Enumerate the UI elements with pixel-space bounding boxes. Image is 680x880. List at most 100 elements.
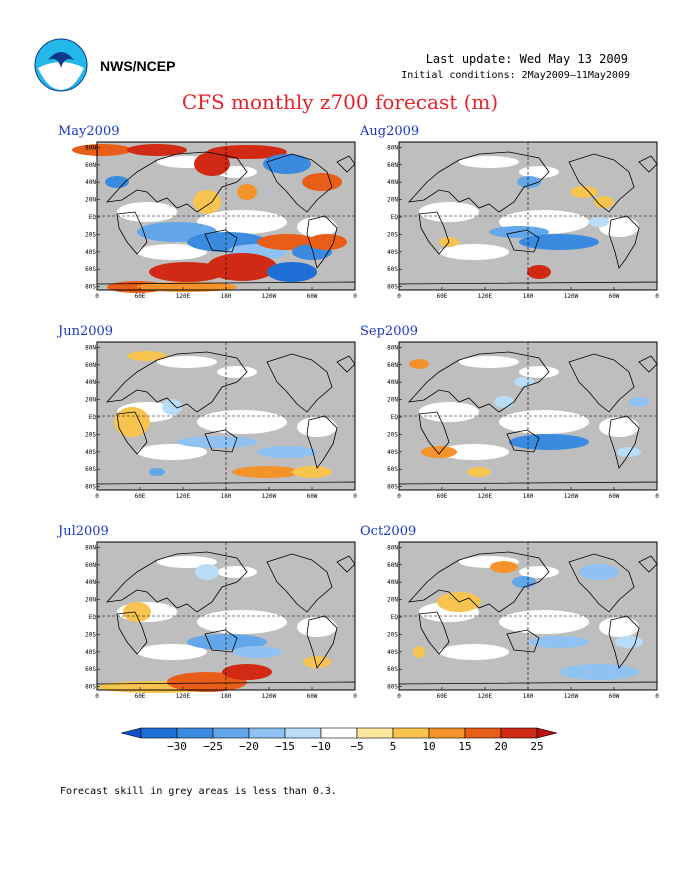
lat-tick-label: 80S [387,284,398,291]
anomaly-region [409,359,429,369]
colorbar-swatch [464,727,502,739]
colorbar-tick-label: 15 [458,740,471,753]
colorbar-tick-label: −5 [350,740,363,753]
coastline [418,211,450,255]
anomaly-region [149,262,225,282]
page-title: CFS monthly z700 forecast (m) [181,90,499,114]
anomaly-region [232,466,302,478]
colorbar-tick-label: 20 [494,740,507,753]
anomaly-region [514,377,534,387]
lat-tick-label: 80S [85,684,96,691]
lat-tick-label: 20S [387,431,398,438]
lon-tick-label: 60E [437,693,448,700]
panel-label: May2009 [58,124,120,139]
anomaly-region [127,351,167,361]
anomaly-region [127,144,187,156]
colorbar-tick-label: −15 [275,740,295,753]
anomaly-region [72,144,132,156]
anomaly-region [257,446,317,458]
lat-tick-label: 20N [387,397,398,404]
colorbar-swatch [140,727,178,739]
lat-tick-label: 40N [387,179,398,186]
lat-tick-label: EQ [89,214,97,221]
anomaly-region [413,646,425,658]
lat-tick-label: 20S [85,231,96,238]
map-panel-jun2009: Jun2009 80N 60N 40N 20N EQ 20S 40S 60S 80S 0 60E 12… [58,324,378,504]
coastline [204,229,238,253]
anomaly-region [421,446,457,458]
lat-tick-label: 60N [387,362,398,369]
coastline [266,553,333,613]
colorbar-swatch [356,727,394,739]
coastline [418,611,450,655]
coastline [306,415,338,469]
lat-tick-label: 40S [85,249,96,256]
lat-tick-label: EQ [89,414,97,421]
anomaly-map: 80N 60N 40N 20N EQ 20S 40S 60S 80S 0 60E 120E 180 120… [85,541,357,700]
anomaly-region [559,664,639,680]
lon-tick-label: 0 [397,693,401,700]
lat-tick-label: 40S [85,449,96,456]
lon-tick-label: 120E [478,693,493,700]
lat-tick-label: 20S [387,631,398,638]
org-name: NWS/NCEP [100,58,176,74]
lon-tick-label: 120W [262,293,277,300]
lon-tick-label: 120E [176,693,191,700]
lon-tick-label: 180 [523,493,534,500]
lon-tick-label: 60W [307,693,318,700]
noaa-logo-icon [34,38,88,92]
coastline [568,153,635,213]
anomaly-region [232,646,282,658]
lon-tick-label: 0 [397,293,401,300]
anomaly-region [629,397,649,407]
coastline [418,411,450,455]
lat-tick-label: 20N [85,197,96,204]
coastline [506,229,540,253]
anomaly-map: 80N 60N 40N 20N EQ 20S 40S 60S 80S 0 60E 120E 180 120… [387,341,659,500]
lat-tick-label: 80S [387,684,398,691]
anomaly-region [617,447,641,457]
coastline [266,353,333,413]
lat-tick-label: 40S [387,649,398,656]
lon-tick-label: 120E [478,493,493,500]
anomaly-region [490,561,518,573]
coastline [407,351,550,413]
colorbar: −30−25−20−15−10−551015202530 [120,727,558,753]
lon-tick-label: 180 [221,493,232,500]
anomaly-region [519,234,599,250]
lon-tick-label: 120E [478,293,493,300]
lon-tick-label: 60E [135,493,146,500]
anomaly-map: 80N 60N 40N 20N EQ 20S 40S 60S 80S 0 60E 120E 180 120… [387,541,659,700]
panel-label: Oct2009 [360,524,417,539]
lon-tick-label: 0 [655,693,659,700]
anomaly-region [193,190,221,214]
anomaly-region [167,672,247,692]
anomaly-region [527,265,551,279]
lat-tick-label: 80N [85,344,96,351]
anomaly-region [303,656,331,668]
anomaly-region [177,436,257,448]
lon-tick-label: 0 [353,293,357,300]
lat-tick-label: 20S [387,231,398,238]
anomaly-region [114,407,150,437]
coastline [306,215,338,269]
anomaly-region [267,262,317,282]
lon-tick-label: 60E [437,293,448,300]
lon-tick-label: 60W [609,293,620,300]
colorbar-tick-label: −10 [311,740,331,753]
lat-tick-label: 20N [387,597,398,604]
anomaly-region [149,468,165,476]
anomaly-map: 80N 60N 40N 20N EQ 20S 40S 60S 80S 0 60E 120E 180 120… [72,141,357,300]
colorbar-swatch [500,727,538,739]
colorbar-tick-label: −20 [239,740,259,753]
lon-tick-label: 0 [95,493,99,500]
anomaly-region [509,434,589,450]
lat-tick-label: 20N [85,397,96,404]
map-panel-oct2009: Oct2009 80N 60N 40N 20N EQ 20S 40S 60S 80S 0 60E 12… [360,524,680,704]
lon-tick-label: 60W [609,693,620,700]
lat-tick-label: 40S [387,449,398,456]
lat-tick-label: 60N [85,562,96,569]
anomaly-region [589,217,609,227]
anomaly-region [123,602,151,622]
colorbar-swatch [176,727,214,739]
